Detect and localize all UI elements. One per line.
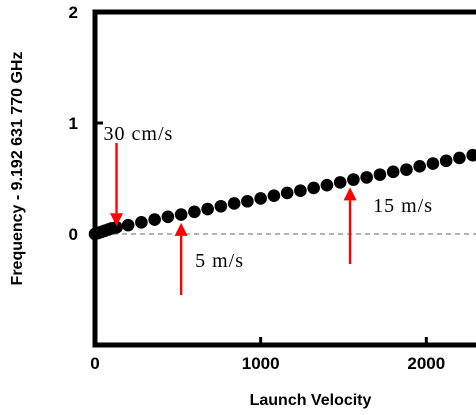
data-point [400, 163, 413, 176]
data-point [333, 176, 347, 189]
data-point [135, 216, 148, 229]
data-point [110, 221, 123, 234]
data-point [439, 154, 453, 168]
plot-frame [92, 9, 476, 348]
data-point [413, 159, 426, 173]
annotation-arrows [110, 142, 357, 296]
data-point [347, 173, 360, 186]
y-tick-label: 1 [69, 114, 78, 133]
data-point [373, 168, 387, 181]
data-point [267, 189, 281, 203]
x-tick-label: 1000 [242, 354, 280, 373]
y-axis-title: Frequency - 9.192 631 770 GHz [9, 52, 26, 286]
data-point [386, 165, 400, 179]
data-point [254, 192, 267, 205]
data-point [148, 213, 161, 226]
data-point [174, 208, 188, 221]
data-point [227, 197, 241, 210]
data-point [188, 205, 201, 219]
annotation-arrowhead [110, 213, 124, 227]
data-point [453, 151, 466, 165]
data-point [214, 199, 228, 213]
annotation-arrowhead [343, 187, 357, 201]
data-point [241, 194, 254, 208]
annotation-label-30cm: 30 cm/s [104, 123, 174, 145]
annotation-label-5m: 5 m/s [195, 250, 244, 272]
x-axis-title: Launch Velocity [250, 392, 372, 409]
axis-ticks [93, 10, 428, 345]
y-tick-label: 0 [69, 225, 78, 244]
annotation-arrowhead [174, 222, 188, 236]
x-tick-label: 0 [90, 354, 99, 373]
data-points [88, 148, 476, 241]
data-point [360, 171, 373, 184]
y-tick-label: 2 [69, 3, 78, 22]
data-point [121, 218, 135, 232]
data-point [294, 184, 307, 198]
data-point [466, 148, 476, 162]
data-point [426, 157, 440, 170]
data-point [280, 186, 294, 200]
data-point [307, 181, 320, 195]
data-point [201, 202, 214, 216]
data-point [320, 178, 334, 192]
annotation-label-15m: 15 m/s [373, 195, 433, 217]
data-point [161, 210, 175, 224]
x-tick-label: 2000 [407, 354, 445, 373]
